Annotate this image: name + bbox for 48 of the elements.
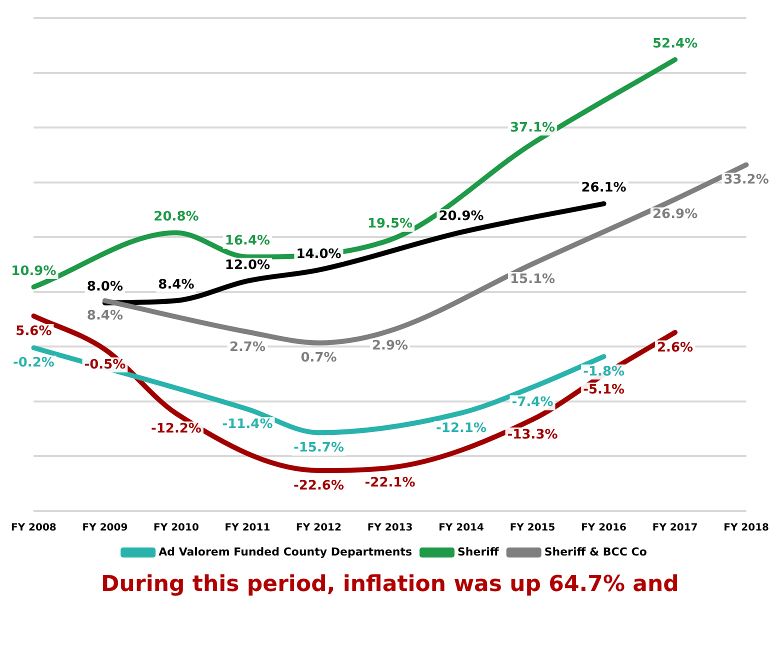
legend-label: Ad Valorem Funded County Departments: [158, 545, 412, 558]
x-tick-label: FY 2013: [367, 522, 413, 534]
data-label: -0.2%: [12, 356, 54, 371]
data-label: 16.4%: [224, 234, 270, 249]
data-label: 8.0%: [86, 280, 123, 295]
data-label: 33.2%: [724, 172, 769, 188]
x-tick-label: FY 2017: [652, 522, 698, 534]
x-tick-label: FY 2008: [11, 522, 56, 534]
data-label: 8.4%: [86, 308, 123, 324]
data-label: 26.9%: [652, 207, 698, 222]
data-label: 2.9%: [372, 338, 408, 354]
data-label: -22.1%: [364, 476, 416, 491]
data-label: 14.0%: [296, 246, 342, 262]
data-label: 8.4%: [158, 278, 194, 293]
data-label: -1.8%: [583, 364, 625, 380]
legend-label: Sheriff: [458, 545, 499, 558]
data-label: 10.9%: [11, 264, 56, 279]
data-label: 37.1%: [510, 120, 556, 136]
data-label: -7.4%: [512, 395, 554, 410]
data-label: 19.5%: [367, 216, 413, 232]
data-label: -11.4%: [222, 416, 273, 432]
legend-label: Sheriff & BCC Co: [544, 545, 648, 558]
data-label: -12.1%: [436, 420, 487, 436]
x-tick-label: FY 2014: [438, 522, 484, 534]
x-tick-label: FY 2009: [82, 522, 128, 534]
data-label: 26.1%: [581, 180, 626, 196]
data-label: 2.6%: [657, 340, 694, 356]
x-tick-label: FY 2016: [581, 522, 627, 534]
data-label: 0.7%: [300, 350, 337, 366]
x-tick-label: FY 2015: [510, 522, 556, 534]
data-label: -5.1%: [583, 382, 625, 398]
data-label: 52.4%: [652, 36, 698, 52]
data-label: -13.3%: [507, 427, 558, 442]
data-label: 5.6%: [16, 324, 52, 339]
data-label: 20.8%: [154, 210, 199, 225]
data-label: 20.9%: [438, 209, 484, 224]
x-tick-label: FY 2018: [724, 522, 770, 534]
data-label: 15.1%: [510, 272, 556, 287]
data-label: 12.0%: [224, 258, 270, 273]
data-label: 2.7%: [229, 340, 266, 355]
text: During this period, inflation was up 64.7% and: [100, 572, 680, 597]
data-label: -0.5%: [84, 357, 126, 372]
x-tick-label: FY 2010: [154, 522, 199, 534]
data-label: -12.2%: [150, 421, 202, 436]
x-tick-label: FY 2011: [224, 522, 270, 534]
data-label: -15.7%: [293, 440, 344, 456]
x-tick-label: FY 2012: [296, 522, 342, 534]
data-label: -22.6%: [293, 478, 344, 494]
